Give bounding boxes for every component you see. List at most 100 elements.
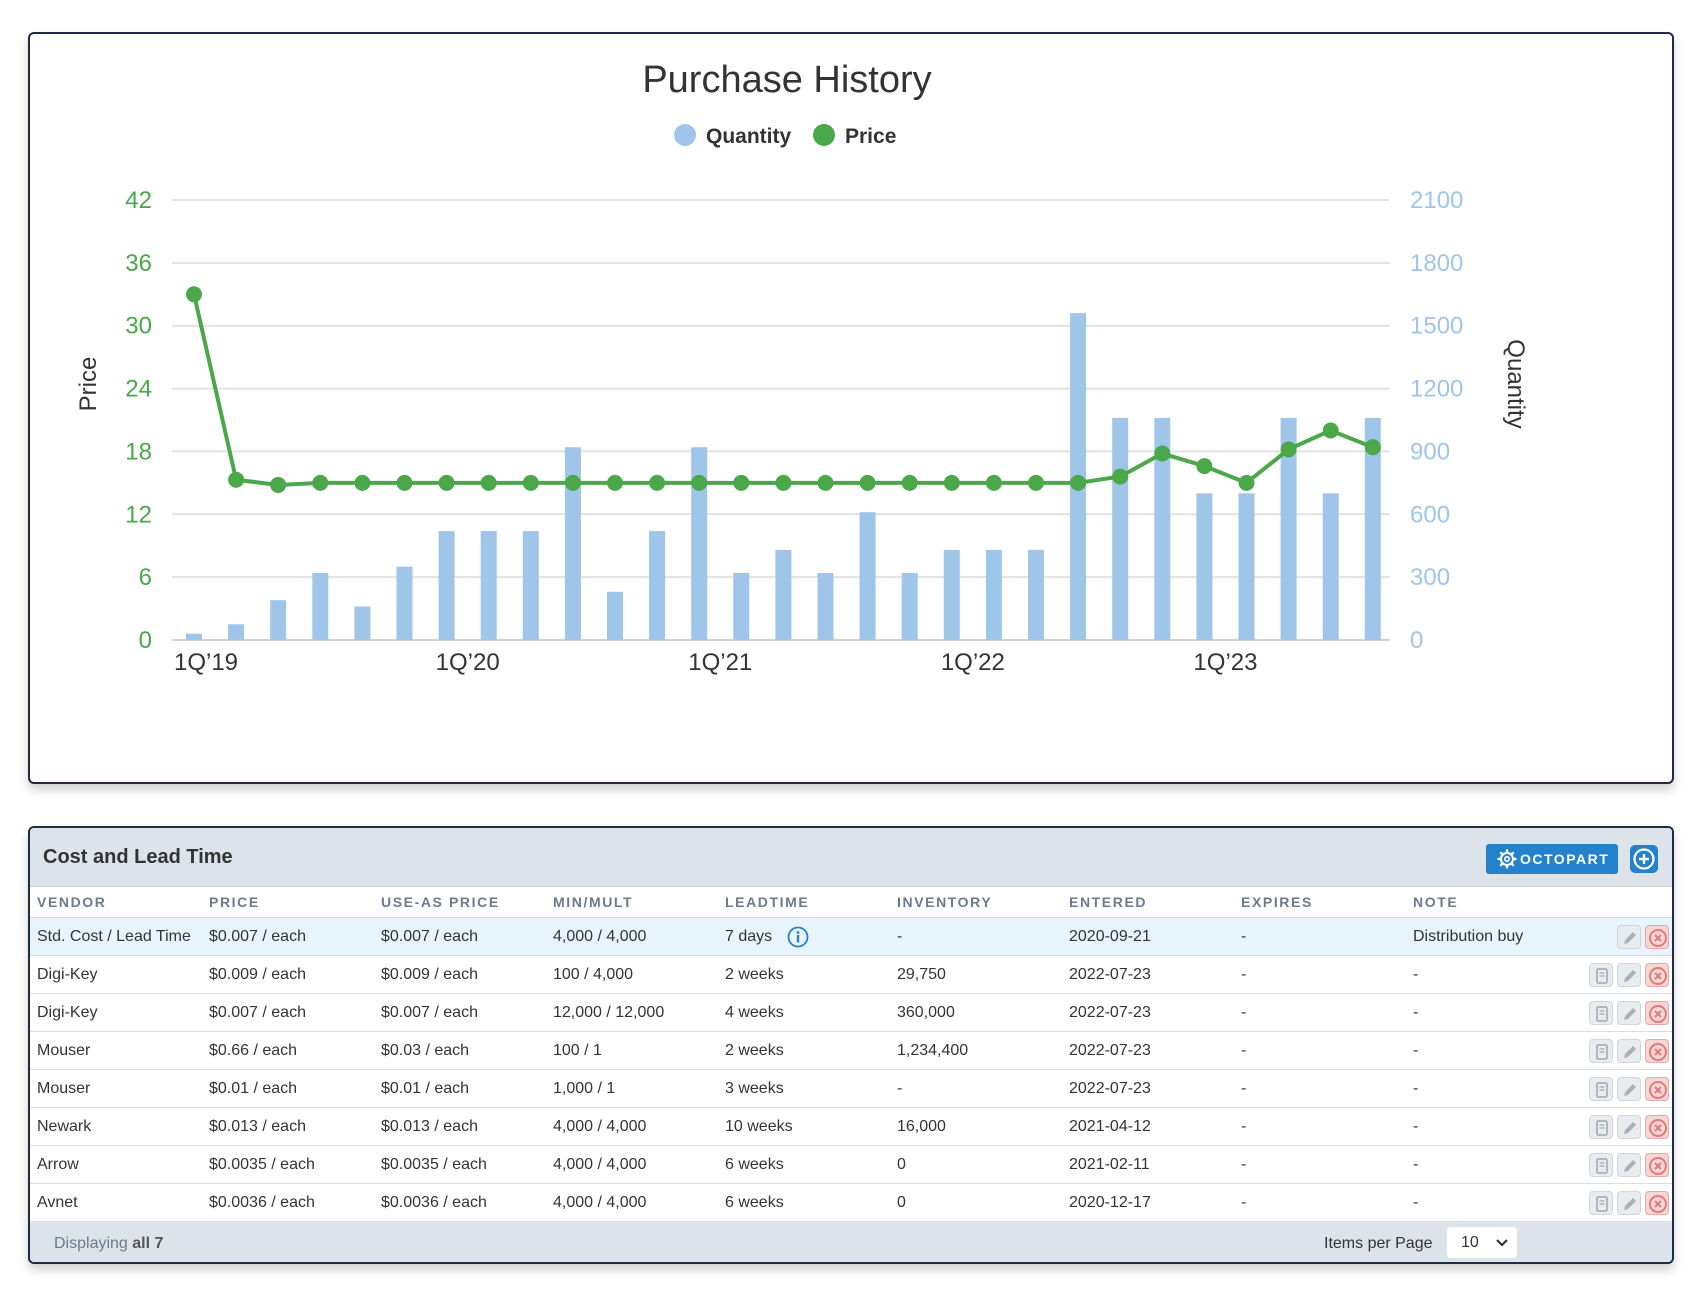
quantity-bar[interactable] [1154, 417, 1171, 640]
quantity-bar[interactable] [1112, 417, 1129, 640]
add-cost-button[interactable] [1630, 845, 1658, 873]
quantity-bar[interactable] [607, 591, 623, 640]
chart-legend[interactable]: Quantity Price [674, 124, 896, 148]
col-header-leadtime[interactable]: LEADTIME [718, 887, 890, 918]
delete-button[interactable] [1645, 1077, 1669, 1101]
delete-button[interactable] [1645, 1039, 1669, 1063]
copy-button[interactable] [1589, 1153, 1613, 1177]
price-point[interactable] [396, 474, 413, 491]
delete-button[interactable] [1645, 1001, 1669, 1025]
col-header-inventory[interactable]: INVENTORY [890, 887, 1062, 918]
col-header-note[interactable]: NOTE [1406, 887, 1578, 918]
col-header-price[interactable]: PRICE [202, 887, 374, 918]
price-point[interactable] [607, 474, 623, 491]
quantity-bar[interactable] [691, 447, 708, 640]
quantity-bar[interactable] [985, 549, 1002, 640]
copy-button[interactable] [1589, 1191, 1613, 1215]
price-point[interactable] [1364, 439, 1381, 456]
quantity-bar[interactable] [943, 549, 960, 640]
delete-button[interactable] [1645, 1191, 1669, 1215]
quantity-bar[interactable] [1238, 493, 1255, 640]
price-point[interactable] [186, 286, 202, 303]
quantity-bar[interactable] [480, 531, 497, 640]
price-point[interactable] [901, 474, 918, 491]
col-header-use-as-price[interactable]: USE-AS PRICE [374, 887, 546, 918]
price-point[interactable] [564, 474, 581, 491]
col-header-min-mult[interactable]: MIN/MULT [546, 887, 718, 918]
edit-button[interactable] [1617, 925, 1641, 949]
quantity-bar[interactable] [354, 606, 371, 640]
delete-button[interactable] [1645, 1153, 1669, 1177]
price-point[interactable] [438, 474, 455, 491]
quantity-bar[interactable] [270, 600, 287, 640]
price-point[interactable] [1154, 445, 1171, 462]
col-header-vendor[interactable]: VENDOR [30, 887, 202, 918]
quantity-bar[interactable] [564, 447, 581, 640]
price-point[interactable] [1196, 458, 1213, 475]
edit-button[interactable] [1617, 1077, 1641, 1101]
cell-price: $0.0035 / each [202, 1145, 374, 1184]
delete-button[interactable] [1645, 925, 1669, 949]
quantity-bar[interactable] [522, 531, 539, 640]
quantity-bar[interactable] [438, 531, 455, 640]
copy-button[interactable] [1589, 1077, 1613, 1101]
price-point[interactable] [312, 474, 329, 491]
quantity-bar[interactable] [312, 572, 329, 640]
cell-leadtime: 2 weeks [718, 1031, 890, 1070]
quantity-bar[interactable] [733, 572, 750, 640]
items-per-page-select[interactable]: 10 [1447, 1227, 1517, 1258]
price-point[interactable] [522, 474, 539, 491]
edit-button[interactable] [1617, 1153, 1641, 1177]
price-tick-label: 30 [125, 313, 152, 340]
quantity-bar[interactable] [396, 566, 413, 640]
price-point[interactable] [649, 474, 666, 491]
price-point[interactable] [733, 474, 750, 491]
copy-button[interactable] [1589, 1115, 1613, 1139]
copy-button[interactable] [1589, 963, 1613, 987]
price-point[interactable] [1322, 422, 1339, 439]
price-point[interactable] [859, 474, 876, 491]
quantity-bar[interactable] [817, 572, 834, 640]
edit-button[interactable] [1617, 1001, 1641, 1025]
edit-button[interactable] [1617, 1191, 1641, 1215]
quantity-bar[interactable] [649, 531, 666, 640]
quantity-bar[interactable] [1028, 549, 1044, 640]
quantity-bar[interactable] [901, 572, 918, 640]
quantity-bar[interactable] [186, 633, 202, 640]
info-icon[interactable] [787, 926, 809, 948]
delete-button[interactable] [1645, 963, 1669, 987]
price-point[interactable] [270, 476, 287, 493]
col-header-entered[interactable]: ENTERED [1062, 887, 1234, 918]
copy-button[interactable] [1589, 1039, 1613, 1063]
quantity-bar[interactable] [859, 512, 876, 640]
col-header-expires[interactable]: EXPIRES [1234, 887, 1406, 918]
price-point[interactable] [1070, 474, 1087, 491]
edit-button[interactable] [1617, 963, 1641, 987]
price-point[interactable] [480, 474, 497, 491]
price-point[interactable] [1028, 474, 1044, 491]
price-point[interactable] [1112, 468, 1129, 485]
price-point[interactable] [1238, 474, 1255, 491]
price-point[interactable] [354, 474, 371, 491]
quantity-bar[interactable] [1364, 417, 1381, 640]
legend-quantity-label[interactable]: Quantity [706, 125, 791, 148]
cell-actions [1578, 1107, 1672, 1146]
quantity-bar[interactable] [775, 549, 792, 640]
quantity-bar[interactable] [1196, 493, 1213, 640]
price-point[interactable] [228, 471, 245, 488]
quantity-bar[interactable] [1280, 417, 1297, 640]
price-point[interactable] [691, 474, 708, 491]
price-point[interactable] [1280, 441, 1297, 458]
edit-button[interactable] [1617, 1115, 1641, 1139]
price-point[interactable] [775, 474, 792, 491]
quantity-bar[interactable] [228, 624, 245, 640]
legend-price-label[interactable]: Price [845, 125, 896, 148]
copy-button[interactable] [1589, 1001, 1613, 1025]
delete-button[interactable] [1645, 1115, 1669, 1139]
price-point[interactable] [985, 474, 1002, 491]
quantity-bar[interactable] [1322, 493, 1339, 640]
octopart-button[interactable]: OCTOPART [1486, 844, 1618, 874]
price-point[interactable] [943, 474, 960, 491]
price-point[interactable] [817, 474, 834, 491]
edit-button[interactable] [1617, 1039, 1641, 1063]
